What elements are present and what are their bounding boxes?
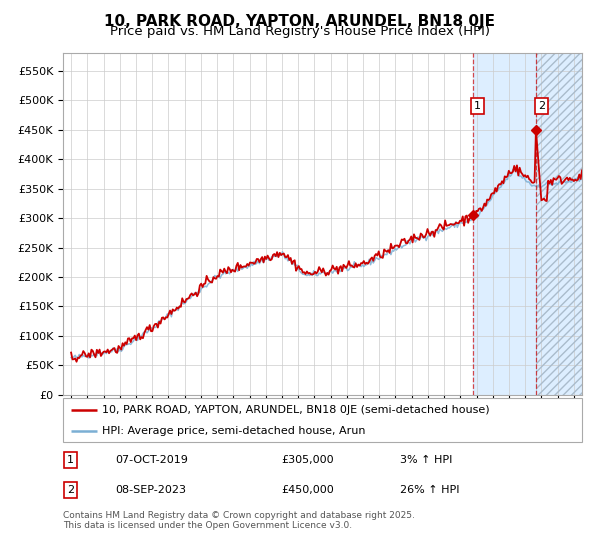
- Text: 3% ↑ HPI: 3% ↑ HPI: [400, 455, 453, 465]
- Text: 1: 1: [67, 455, 74, 465]
- Text: Price paid vs. HM Land Registry's House Price Index (HPI): Price paid vs. HM Land Registry's House …: [110, 25, 490, 38]
- Text: 1: 1: [474, 101, 481, 111]
- Bar: [473, 53, 582, 395]
- Text: 10, PARK ROAD, YAPTON, ARUNDEL, BN18 0JE: 10, PARK ROAD, YAPTON, ARUNDEL, BN18 0JE: [104, 14, 496, 29]
- Text: 10, PARK ROAD, YAPTON, ARUNDEL, BN18 0JE (semi-detached house): 10, PARK ROAD, YAPTON, ARUNDEL, BN18 0JE…: [102, 405, 490, 415]
- Text: £450,000: £450,000: [281, 485, 334, 495]
- Text: HPI: Average price, semi-detached house, Arun: HPI: Average price, semi-detached house,…: [102, 426, 365, 436]
- FancyBboxPatch shape: [63, 398, 582, 442]
- Text: 08-SEP-2023: 08-SEP-2023: [115, 485, 186, 495]
- Text: £305,000: £305,000: [281, 455, 334, 465]
- Text: 26% ↑ HPI: 26% ↑ HPI: [400, 485, 460, 495]
- Text: 07-OCT-2019: 07-OCT-2019: [115, 455, 188, 465]
- Bar: [536, 53, 582, 395]
- Text: 2: 2: [538, 101, 545, 111]
- Text: Contains HM Land Registry data © Crown copyright and database right 2025.
This d: Contains HM Land Registry data © Crown c…: [63, 511, 415, 530]
- Text: 2: 2: [67, 485, 74, 495]
